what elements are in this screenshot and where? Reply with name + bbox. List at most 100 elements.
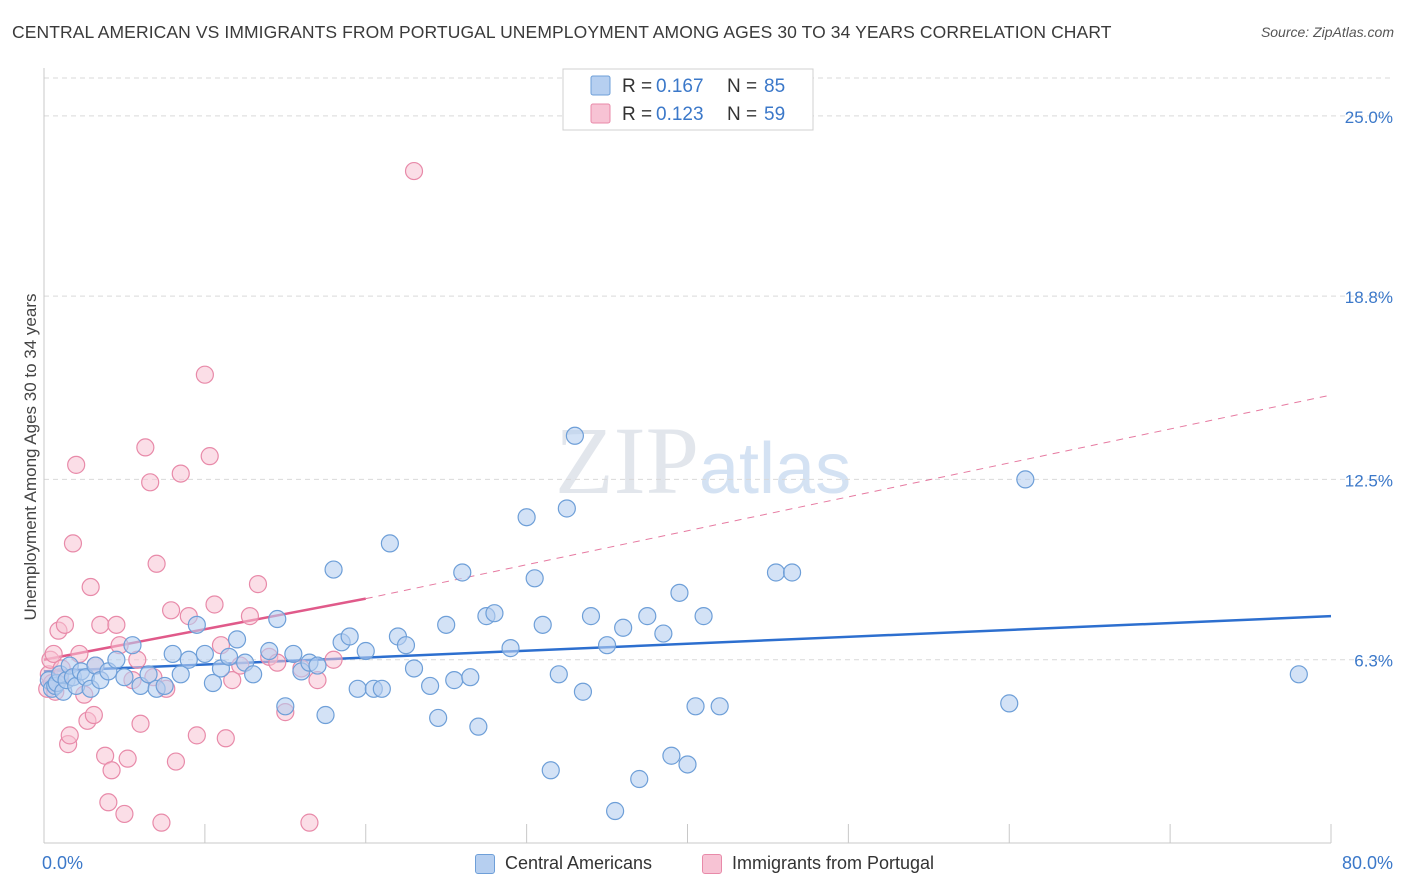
- legend-pink-swatch: [590, 103, 611, 124]
- data-point-central-american: [469, 717, 488, 736]
- data-point-central-american: [662, 746, 681, 765]
- data-point-central-american: [614, 618, 633, 637]
- data-point-central-american: [171, 665, 190, 684]
- series-central-americans: [39, 426, 1308, 821]
- data-point-central-american: [541, 761, 560, 780]
- data-point-central-american: [396, 636, 416, 655]
- legend-blue-n-value: 85: [764, 76, 785, 97]
- data-point-central-american: [244, 665, 263, 684]
- data-point-central-american: [179, 650, 198, 669]
- data-point-central-american: [686, 697, 705, 716]
- data-point-central-american: [573, 682, 593, 701]
- data-point-central-american: [195, 644, 214, 664]
- data-point-central-american: [766, 563, 786, 582]
- data-point-central-american: [678, 755, 697, 774]
- data-point-portugal: [55, 615, 75, 634]
- y-axis-label: Unemployment Among Ages 30 to 34 years: [21, 294, 40, 621]
- data-point-central-american: [115, 668, 134, 687]
- axes: [43, 68, 1332, 844]
- top-legend: R = 0.167 N = 85 R = 0.123 N = 59: [562, 68, 814, 131]
- data-point-central-american: [501, 639, 520, 658]
- data-point-central-american: [340, 627, 359, 646]
- data-point-central-american: [525, 569, 544, 588]
- data-point-central-american: [380, 534, 399, 553]
- data-point-portugal: [81, 577, 100, 597]
- data-point-portugal: [248, 575, 268, 594]
- data-point-central-american: [606, 801, 625, 821]
- data-point-portugal: [60, 726, 79, 745]
- data-point-central-american: [1289, 665, 1308, 684]
- data-point-central-american: [461, 668, 480, 687]
- data-point-portugal: [187, 726, 206, 745]
- data-point-central-american: [219, 647, 239, 666]
- y-tick-label: 12.5%: [1345, 471, 1393, 490]
- data-point-central-american: [565, 426, 584, 445]
- data-point-central-american: [421, 676, 440, 696]
- data-point-portugal: [141, 473, 160, 492]
- zipatlas-watermark: ZIPatlas: [555, 405, 851, 516]
- data-point-central-american: [324, 560, 343, 579]
- legend-label-central-americans: Central Americans: [505, 853, 653, 873]
- data-point-central-american: [107, 650, 126, 669]
- legend-blue-r-value: 0.167: [656, 76, 704, 97]
- chart-title: CENTRAL AMERICAN VS IMMIGRANTS FROM PORT…: [12, 22, 1112, 42]
- data-point-central-american: [710, 697, 729, 716]
- data-point-central-american: [404, 659, 424, 678]
- data-point-central-american: [429, 708, 448, 728]
- data-point-portugal: [240, 607, 260, 626]
- data-point-central-american: [670, 583, 689, 602]
- data-point-portugal: [200, 447, 219, 466]
- data-point-portugal: [84, 705, 103, 725]
- data-point-portugal: [115, 804, 134, 824]
- data-point-central-american: [203, 673, 223, 693]
- data-point-central-american: [187, 615, 206, 634]
- tick-labels: 6.3% 12.5% 18.8% 25.0% 0.0% 80.0%: [42, 108, 1393, 873]
- trend-line-portugal-extended: [365, 394, 1332, 600]
- data-point-central-american: [597, 636, 617, 655]
- legend-pink-n-label: N =: [727, 104, 757, 125]
- data-point-central-american: [1016, 470, 1035, 489]
- data-point-central-american: [1000, 694, 1019, 713]
- legend-swatch-blue: [475, 853, 495, 874]
- legend-blue-n-label: N =: [727, 76, 757, 97]
- data-point-portugal: [99, 793, 118, 812]
- y-tick-label: 25.0%: [1345, 108, 1393, 127]
- data-point-central-american: [372, 679, 391, 698]
- legend-label-immigrants-from-portugal: Immigrants from Portugal: [732, 853, 935, 873]
- watermark-atlas: atlas: [699, 429, 852, 509]
- data-point-central-american: [123, 636, 142, 655]
- source-label: Source: ZipAtlas.com: [1260, 24, 1394, 40]
- data-point-central-american: [581, 607, 601, 626]
- data-point-portugal: [223, 671, 242, 690]
- data-point-central-american: [654, 624, 673, 643]
- data-point-central-american: [485, 604, 504, 623]
- bottom-legend: Central Americans Immigrants from Portug…: [0, 850, 1406, 880]
- legend-blue-r-label: R =: [622, 76, 652, 97]
- data-point-central-american: [437, 615, 456, 634]
- data-point-portugal: [300, 813, 319, 832]
- data-point-central-american: [139, 665, 158, 684]
- trend-lines: [43, 394, 1332, 673]
- data-point-portugal: [205, 595, 224, 614]
- grid-lines: [44, 77, 1393, 661]
- data-point-central-american: [163, 644, 182, 664]
- data-point-portugal: [171, 464, 190, 483]
- data-point-portugal: [67, 455, 86, 474]
- data-point-central-american: [533, 615, 552, 634]
- legend-item-central-americans[interactable]: Central Americans: [475, 853, 652, 874]
- data-point-portugal: [102, 761, 121, 780]
- data-point-central-american: [694, 607, 713, 626]
- data-point-portugal: [404, 161, 424, 181]
- x-tick-label-min: 0.0%: [42, 853, 83, 873]
- data-point-central-american: [557, 499, 576, 518]
- data-point-portugal: [44, 644, 63, 664]
- data-point-central-american: [445, 671, 464, 690]
- data-point-portugal: [216, 729, 235, 748]
- data-point-portugal: [147, 554, 166, 573]
- data-point-central-american: [227, 630, 247, 649]
- data-point-portugal: [324, 650, 343, 669]
- data-point-central-american: [155, 676, 174, 696]
- data-point-central-american: [638, 607, 657, 626]
- legend-item-immigrants-from-portugal[interactable]: Immigrants from Portugal: [702, 853, 934, 874]
- data-point-central-american: [316, 705, 335, 725]
